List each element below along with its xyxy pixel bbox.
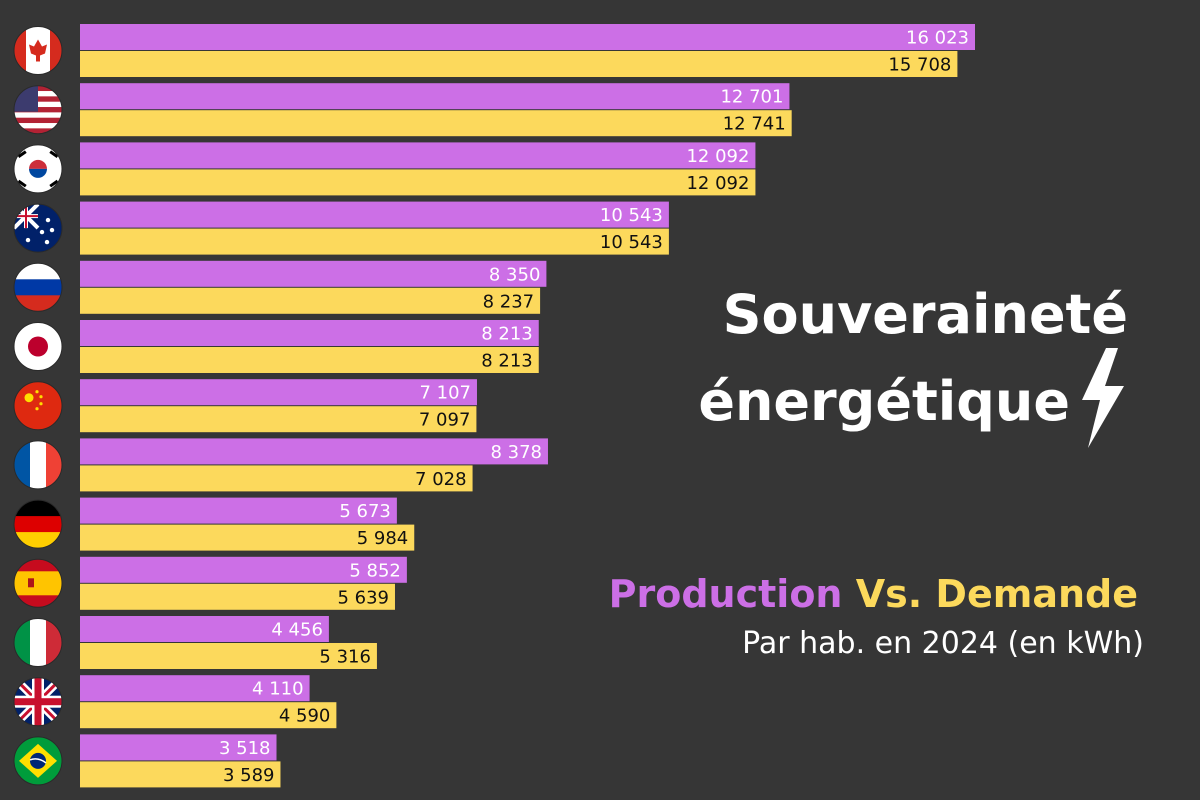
demand-value-label: 3 589	[223, 765, 275, 786]
subtitle: Par hab. en 2024 (en kWh)	[742, 626, 1144, 661]
production-value-label: 5 673	[339, 501, 391, 522]
production-value-label: 8 350	[489, 264, 541, 285]
flag-outline	[13, 499, 63, 549]
legend-demand: Vs. Demande	[855, 572, 1138, 616]
legend-production: Production	[608, 572, 843, 616]
production-bar-br-sil	[80, 734, 277, 761]
demand-value-label: 7 097	[419, 410, 471, 431]
production-bar-allemagne	[80, 497, 397, 524]
flag-outline	[13, 203, 63, 253]
demand-bar-russie	[80, 287, 541, 314]
flag-outline	[13, 618, 63, 667]
production-bar-italie	[80, 616, 329, 642]
australia-flag-icon	[14, 204, 62, 253]
demand-bar-australie	[80, 228, 669, 255]
demand-value-label: 5 316	[319, 647, 371, 668]
flag-outline	[13, 144, 63, 194]
demand-bar-italie	[80, 643, 377, 669]
flag-outline	[13, 262, 63, 312]
flag-outline	[13, 381, 63, 431]
flag-outline	[13, 322, 63, 371]
production-bar-royaume-uni	[80, 675, 310, 702]
demand-bar-france	[80, 465, 473, 492]
demand-bar-japon	[80, 347, 539, 373]
production-value-label: 4 110	[252, 679, 304, 700]
demand-bar-canada	[80, 51, 958, 77]
germany-flag-icon	[14, 500, 62, 549]
production-value-label: 8 213	[481, 324, 533, 345]
demand-bar-allemagne	[80, 524, 415, 551]
demand-value-label: 12 092	[686, 173, 749, 194]
china-flag-icon	[14, 381, 62, 430]
production-value-label: 7 107	[419, 383, 471, 404]
lightning-bolt-icon	[1076, 348, 1128, 463]
title-line-2-text: énergétique	[698, 370, 1070, 434]
production-bar-australie	[80, 201, 669, 228]
demand-value-label: 5 984	[357, 528, 409, 549]
spain-flag-icon	[14, 559, 62, 608]
demand-value-label: 8 237	[483, 291, 535, 312]
flag-outline	[13, 677, 63, 727]
demand-value-label: 8 213	[481, 351, 533, 372]
flag-outline	[13, 85, 63, 135]
demand-bar-br-sil	[80, 761, 281, 788]
flag-outline	[13, 440, 63, 490]
production-bar-russie	[80, 260, 547, 287]
usa-flag-icon	[14, 85, 62, 134]
production-value-label: 4 456	[271, 620, 323, 641]
production-bar-espagne	[80, 556, 407, 583]
demand-bar-espagne	[80, 583, 395, 610]
italy-flag-icon	[14, 618, 62, 667]
production-bar-france	[80, 438, 548, 465]
brazil-flag-icon	[14, 736, 62, 785]
production-value-label: 12 092	[686, 146, 749, 167]
production-value-label: 16 023	[906, 28, 969, 49]
title-line-2: énergétique	[698, 348, 1128, 463]
flag-outline	[13, 558, 63, 608]
demand-bar-cor-e-du-sud	[80, 169, 756, 196]
demand-bar-royaume-uni	[80, 702, 337, 729]
france-flag-icon	[14, 440, 62, 489]
production-value-label: 5 852	[349, 560, 401, 581]
demand-bar-chine	[80, 406, 477, 433]
production-bar-canada	[80, 24, 975, 50]
production-value-label: 3 518	[219, 738, 271, 759]
uk-flag-icon	[14, 677, 62, 726]
production-bar-chine	[80, 379, 477, 406]
japan-flag-icon	[14, 322, 62, 371]
demand-value-label: 4 590	[279, 706, 331, 727]
production-value-label: 8 378	[490, 442, 542, 463]
russia-flag-icon	[14, 263, 62, 312]
demand-value-label: 5 639	[337, 587, 389, 608]
legend: Production Vs. Demande	[609, 572, 1138, 616]
demand-value-label: 15 708	[888, 55, 951, 76]
production-bar-cor-e-du-sud	[80, 142, 756, 169]
production-bar--tats-unis	[80, 83, 790, 110]
production-value-label: 10 543	[600, 205, 663, 226]
south-korea-flag-icon	[14, 144, 62, 193]
demand-bar--tats-unis	[80, 110, 792, 137]
demand-value-label: 7 028	[415, 469, 467, 490]
title-line-1: Souveraineté	[722, 283, 1128, 346]
chart-title: Souveraineté énergétique	[698, 282, 1128, 463]
flag-outline	[13, 736, 63, 786]
flag-outline	[13, 26, 63, 75]
production-value-label: 12 701	[720, 87, 783, 108]
production-bar-japon	[80, 320, 539, 346]
demand-value-label: 10 543	[600, 232, 663, 253]
demand-value-label: 12 741	[723, 114, 786, 135]
